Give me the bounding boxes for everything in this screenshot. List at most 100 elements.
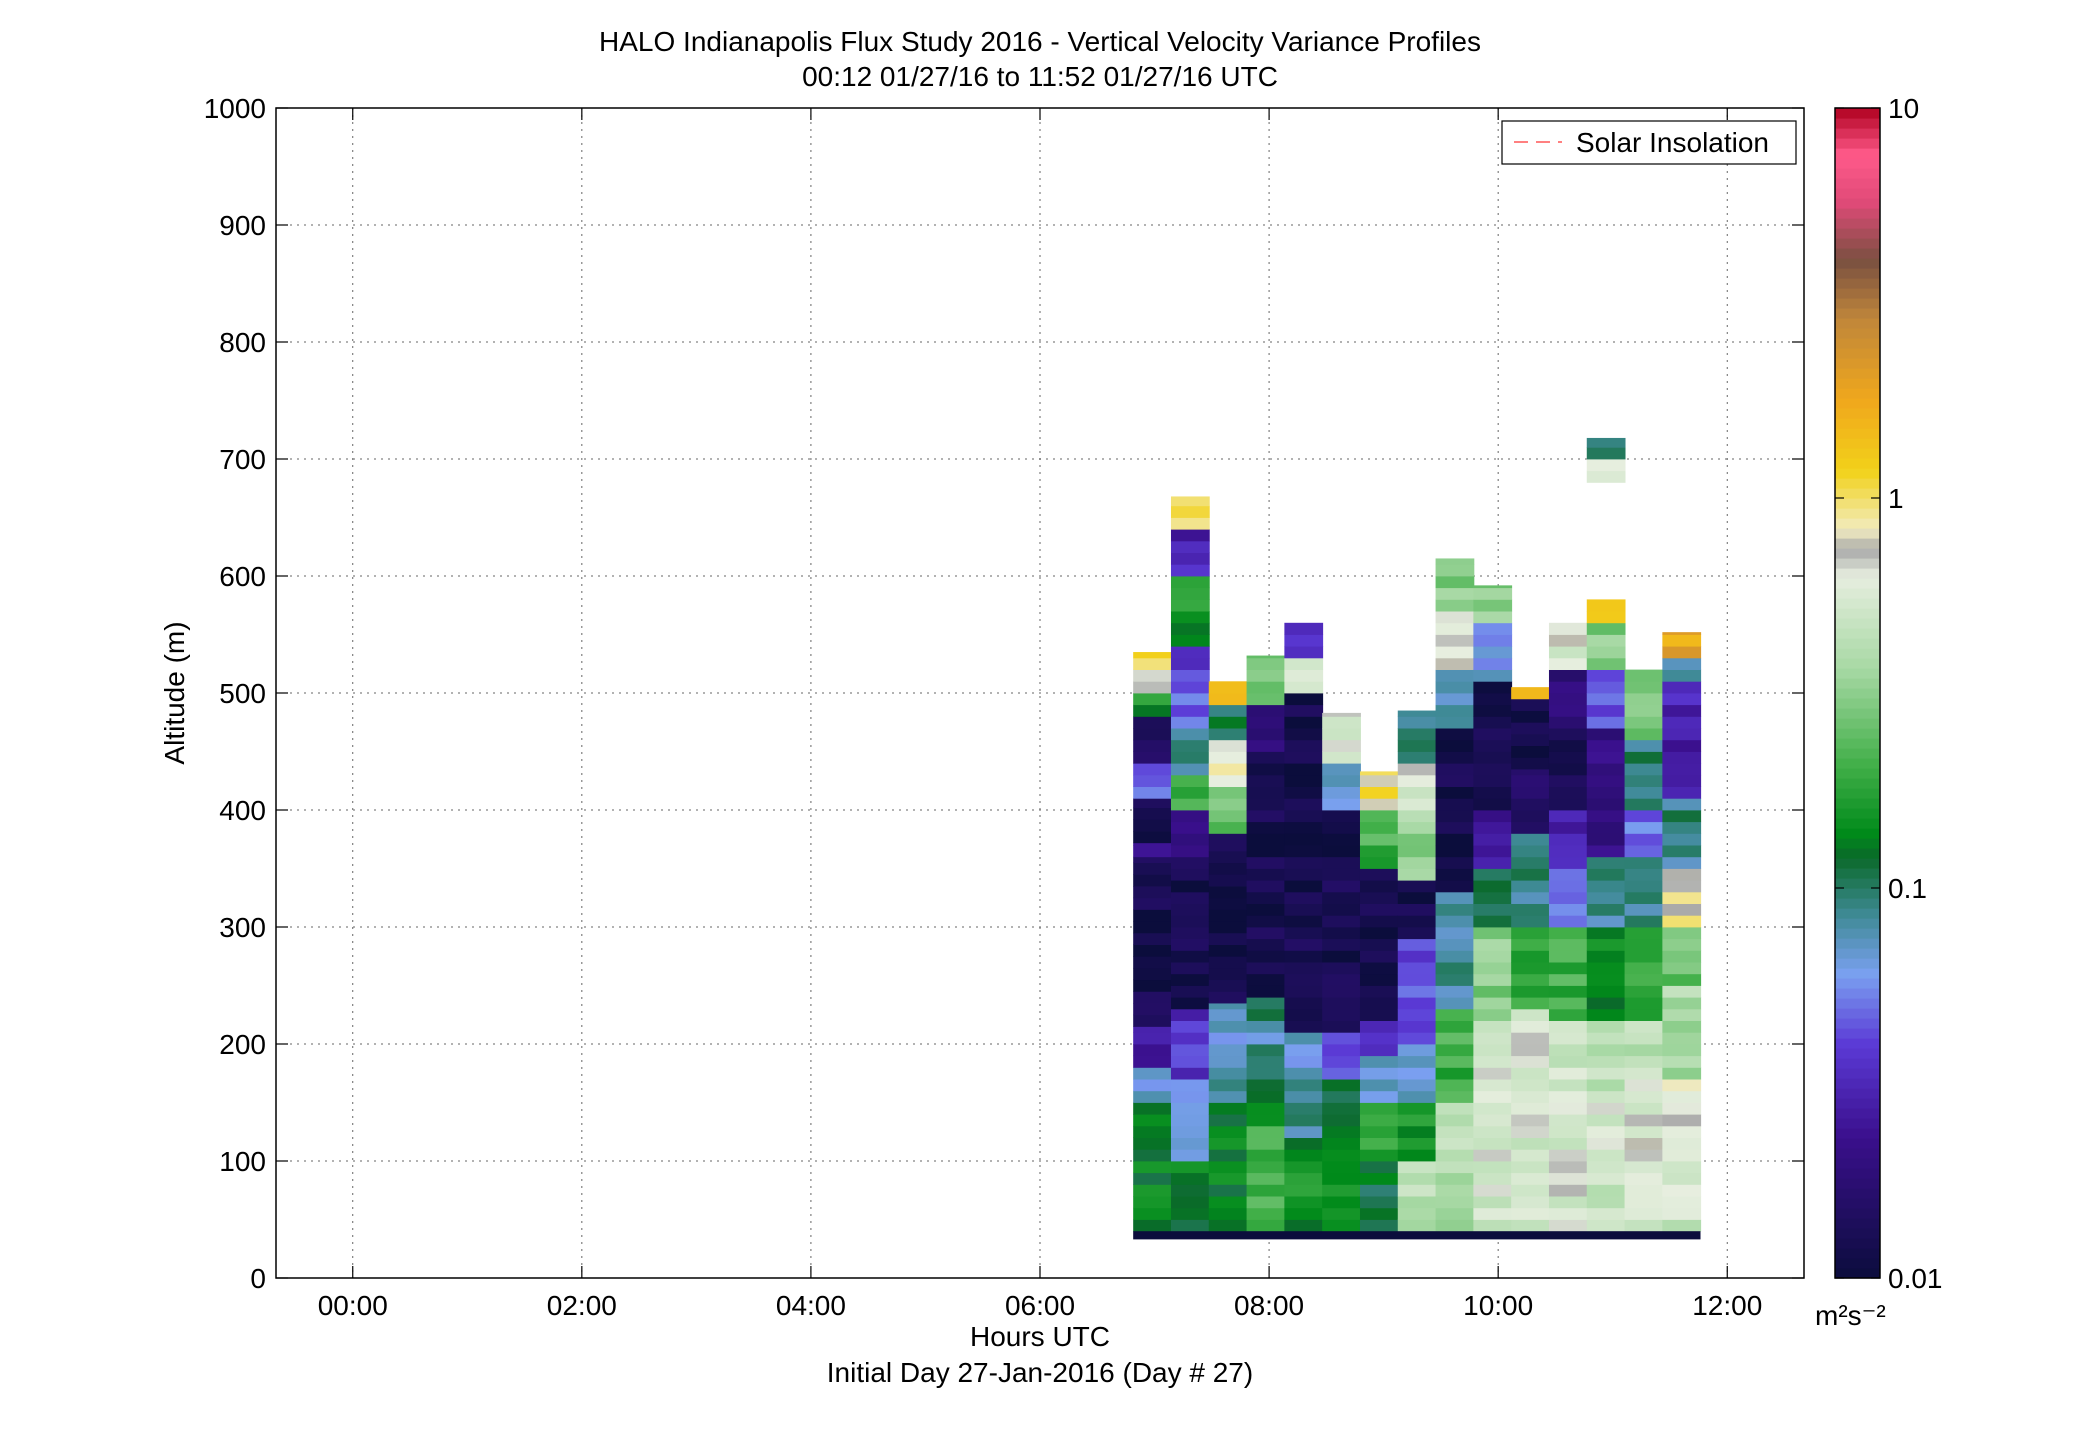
heatmap-cell: [1359, 821, 1399, 834]
heatmap-cell: [1322, 1184, 1361, 1197]
heatmap-cell: [1359, 1219, 1399, 1232]
heatmap-cell: [1170, 1090, 1210, 1103]
heatmap-cell: [1586, 1137, 1626, 1150]
heatmap-cell: [1246, 1044, 1286, 1057]
heatmap-cell: [1284, 868, 1324, 881]
heatmap-cell: [1511, 1207, 1550, 1220]
heatmap-cell: [1397, 927, 1437, 940]
heatmap-cell: [1548, 1161, 1588, 1174]
heatmap-cell: [1548, 833, 1588, 846]
heatmap-cell: [1246, 845, 1286, 858]
colorbar-tick-label: 1: [1888, 483, 1904, 514]
heatmap-cell: [1624, 1044, 1664, 1057]
heatmap-cell: [1133, 704, 1172, 717]
heatmap-cell: [1397, 1008, 1437, 1021]
heatmap-cell: [1133, 979, 1172, 992]
heatmap-cell: [1548, 868, 1588, 881]
heatmap-cell: [1322, 938, 1361, 951]
heatmap-cell: [1170, 1008, 1210, 1021]
heatmap-cell: [1548, 634, 1588, 647]
heatmap-cell: [1359, 1067, 1399, 1080]
colorbar-step: [1835, 238, 1880, 249]
heatmap-cell: [1511, 1219, 1550, 1232]
heatmap-cell: [1170, 1114, 1210, 1127]
heatmap-cell: [1322, 1079, 1361, 1092]
heatmap-cell: [1170, 915, 1210, 928]
heatmap-cell: [1435, 1044, 1475, 1057]
heatmap-cell: [1624, 1008, 1664, 1021]
heatmap-cell: [1624, 833, 1664, 846]
heatmap-cell: [1208, 704, 1248, 717]
heatmap-cell: [1246, 1090, 1286, 1103]
heatmap-cell: [1133, 1102, 1172, 1115]
colorbar-step: [1835, 1218, 1880, 1229]
heatmap-cell: [1662, 739, 1702, 752]
heatmap-cell: [1284, 1137, 1324, 1150]
heatmap-cell: [1548, 704, 1588, 717]
heatmap-cell: [1435, 751, 1475, 764]
heatmap-cell: [1208, 897, 1248, 910]
heatmap-cell: [1435, 657, 1475, 670]
colorbar-step: [1835, 288, 1880, 299]
heatmap-cell: [1133, 1172, 1172, 1185]
heatmap-cell: [1170, 927, 1210, 940]
heatmap-cell: [1586, 693, 1626, 706]
heatmap-cell: [1662, 681, 1702, 694]
heatmap-cell: [1397, 1102, 1437, 1115]
heatmap-cell: [1586, 657, 1626, 670]
heatmap-cell: [1586, 774, 1626, 787]
heatmap-cell: [1208, 1149, 1248, 1162]
heatmap-cell: [1435, 997, 1475, 1010]
heatmap-cell: [1548, 891, 1588, 904]
heatmap-cell: [1548, 1067, 1588, 1080]
heatmap-cell: [1359, 1149, 1399, 1162]
heatmap-cell: [1435, 810, 1475, 823]
colorbar-step: [1835, 1208, 1880, 1219]
heatmap-cell: [1246, 915, 1286, 928]
heatmap-cell: [1662, 997, 1702, 1010]
heatmap-cell: [1662, 1079, 1702, 1092]
heatmap-cell: [1435, 915, 1475, 928]
heatmap-cell: [1473, 880, 1513, 893]
heatmap-cell: [1133, 1161, 1172, 1174]
heatmap-cell: [1662, 646, 1702, 659]
heatmap-cell: [1435, 693, 1475, 706]
colorbar-step: [1835, 928, 1880, 939]
heatmap-cell: [1246, 1067, 1286, 1080]
colorbar-step: [1835, 768, 1880, 779]
heatmap-cell: [1208, 798, 1248, 811]
heatmap-cell: [1170, 763, 1210, 776]
heatmap-cell: [1473, 716, 1513, 729]
heatmap-cell: [1284, 739, 1324, 752]
heatmap-cell: [1435, 1125, 1475, 1138]
colorbar-step: [1835, 148, 1880, 159]
colorbar-step: [1835, 258, 1880, 269]
heatmap-cell: [1473, 868, 1513, 881]
heatmap-cell: [1586, 437, 1626, 448]
heatmap-cell: [1133, 1067, 1172, 1080]
heatmap-cell: [1284, 774, 1324, 787]
heatmap-cell: [1548, 798, 1588, 811]
heatmap-cell: [1473, 611, 1513, 624]
heatmap-cell: [1662, 728, 1702, 741]
heatmap-cell: [1170, 517, 1210, 530]
heatmap-cell: [1548, 763, 1588, 776]
heatmap-cell: [1284, 763, 1324, 776]
heatmap-cell: [1322, 973, 1361, 986]
heatmap-cell: [1662, 786, 1702, 799]
heatmap-cell: [1322, 868, 1361, 881]
heatmap-cell: [1624, 1137, 1664, 1150]
heatmap-cell: [1662, 693, 1702, 706]
heatmap-cell: [1473, 669, 1513, 682]
heatmap-cell: [1662, 950, 1702, 963]
heatmap-cell: [1473, 1219, 1513, 1232]
heatmap-cell: [1246, 716, 1286, 729]
heatmap-cell: [1662, 845, 1702, 858]
heatmap-cell: [1511, 745, 1550, 758]
heatmap-cell: [1246, 1207, 1286, 1220]
heatmap-cell: [1435, 622, 1475, 635]
heatmap-cell: [1662, 856, 1702, 869]
heatmap-cell: [1548, 622, 1588, 635]
heatmap-cell: [1473, 693, 1513, 706]
heatmap-cell: [1322, 1219, 1361, 1232]
